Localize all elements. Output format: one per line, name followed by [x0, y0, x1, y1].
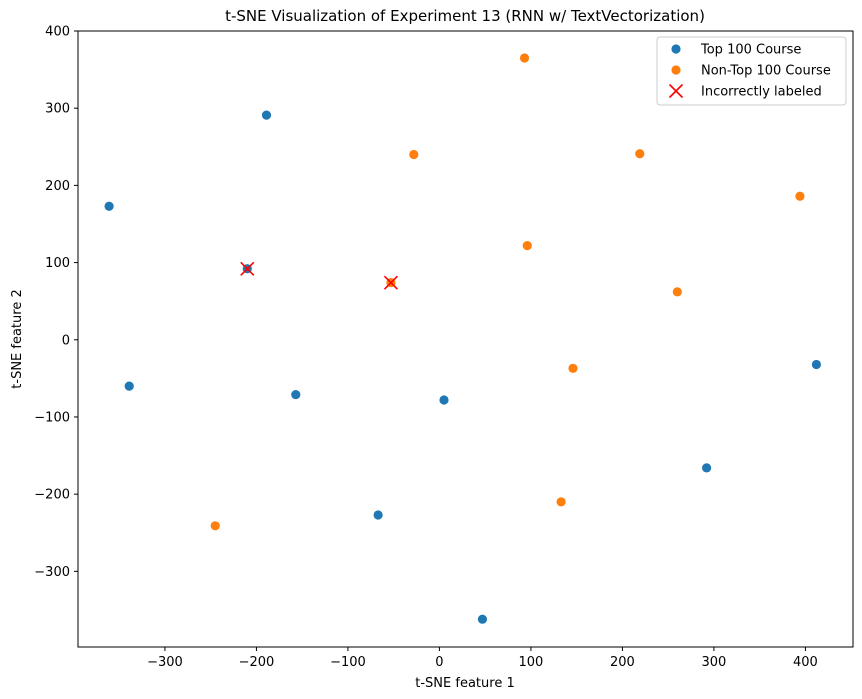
scatter-point	[409, 149, 419, 160]
x-tick-label: 400	[793, 655, 818, 670]
series-0	[104, 110, 822, 624]
scatter-point	[124, 381, 134, 391]
scatter-point	[672, 287, 682, 297]
x-tick-label: 100	[519, 655, 544, 670]
scatter-point	[261, 110, 272, 120]
y-tick-label: 100	[45, 256, 70, 271]
y-tick-label: −300	[34, 565, 70, 580]
x-axis: −300 −200 −100 0 100 200 300 400	[147, 647, 818, 670]
scatter-point	[291, 389, 301, 400]
y-tick-label: −100	[34, 410, 70, 425]
y-tick-label: 300	[45, 102, 70, 117]
plot-frame	[77, 30, 854, 648]
legend-box	[656, 36, 847, 106]
x-tick-label: 200	[610, 655, 635, 670]
legend: Top 100 Course Non-Top 100 Course Incorrec…	[656, 36, 847, 106]
y-tick-label: −200	[34, 488, 70, 503]
y-axis: −300 −200 −100 0 100 200 300 400	[34, 25, 78, 580]
x-marker-point	[383, 275, 398, 290]
scatter-point	[477, 614, 488, 624]
chart-title: t-SNE Visualization of Experiment 13 (RN…	[225, 7, 705, 25]
scatter-point	[556, 497, 566, 507]
x-tick-label: 0	[435, 655, 443, 670]
legend-label: Incorrectly labeled	[701, 85, 822, 100]
legend-label: Top 100 Course	[700, 43, 801, 58]
scatter-point	[519, 53, 530, 63]
y-tick-label: 400	[45, 25, 70, 40]
x-marker-point	[240, 261, 255, 276]
scatter-point	[635, 149, 645, 159]
x-tick-label: −300	[147, 655, 183, 670]
scatter-point	[210, 521, 220, 531]
scatter-point	[795, 191, 805, 201]
y-tick-label: 0	[62, 333, 70, 348]
scatter-point	[522, 240, 532, 251]
legend-label: Non-Top 100 Course	[701, 64, 831, 79]
legend-marker	[671, 44, 681, 54]
series-1	[210, 53, 805, 531]
scatter-point	[702, 463, 712, 473]
scatter-point	[439, 395, 449, 405]
y-tick-label: 200	[45, 179, 70, 194]
scatter-point	[568, 363, 578, 373]
scatter-point	[373, 510, 383, 520]
plot-marks	[104, 53, 822, 624]
x-tick-label: −200	[239, 655, 275, 670]
x-axis-label: t-SNE feature 1	[415, 676, 514, 691]
scatter-point	[104, 201, 114, 211]
x-tick-label: 300	[702, 655, 727, 670]
x-tick-label: −100	[330, 655, 366, 670]
legend-marker	[671, 65, 681, 75]
y-axis-label: t-SNE feature 2	[10, 289, 25, 388]
series-2	[240, 261, 398, 290]
scatter-point	[811, 359, 822, 370]
legend-marker	[668, 83, 684, 99]
